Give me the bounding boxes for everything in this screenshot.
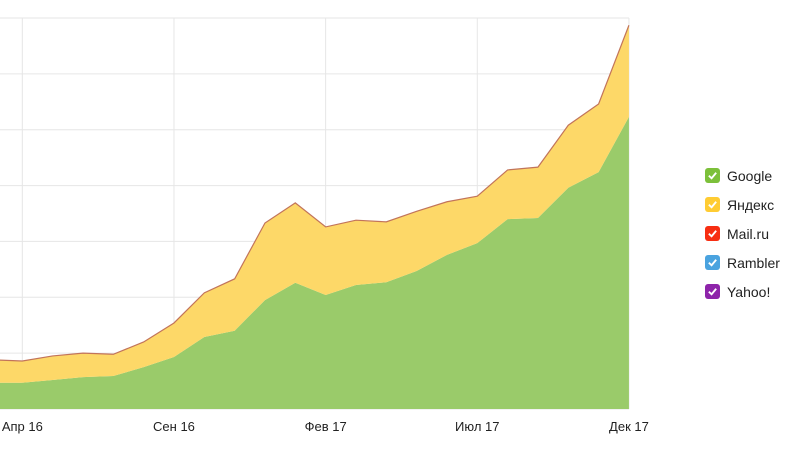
legend-label: Yahoo! (727, 283, 771, 300)
checkbox-checked-icon[interactable] (705, 168, 720, 183)
legend-label: Google (727, 167, 773, 184)
legend-label: Rambler (727, 254, 780, 271)
areas (0, 25, 630, 409)
area-google (0, 116, 629, 409)
x-tick-label: Сен 16 (153, 419, 195, 434)
checkbox-checked-icon[interactable] (705, 197, 720, 212)
legend-item-яндекс[interactable]: Яндекс (705, 190, 780, 219)
x-tick-label: Июл 17 (455, 419, 499, 434)
legend-item-mailru[interactable]: Mail.ru (705, 219, 780, 248)
x-tick-label: Апр 16 (2, 419, 43, 434)
checkbox-checked-icon[interactable] (705, 226, 720, 241)
x-tick-label: Фев 17 (305, 419, 347, 434)
legend-item-yahoo[interactable]: Yahoo! (705, 277, 780, 306)
x-tick-label: Дек 17 (609, 419, 649, 434)
legend-label: Яндекс (727, 196, 775, 213)
legend-item-google[interactable]: Google (705, 161, 780, 190)
checkbox-checked-icon[interactable] (705, 255, 720, 270)
x-axis: Апр 16 Сен 16 Фев 17 Июл 17 Дек 17 (2, 419, 649, 434)
legend-label: Mail.ru (727, 225, 770, 242)
area-яндекс (0, 25, 629, 383)
total-line (0, 25, 630, 362)
legend: Google Яндекс Mail.ru Rambler Yahoo! (705, 161, 780, 306)
legend-item-rambler[interactable]: Rambler (705, 248, 780, 277)
checkbox-checked-icon[interactable] (705, 284, 720, 299)
